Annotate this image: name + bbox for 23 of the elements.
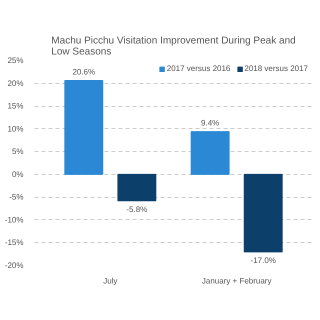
x-tick-label: July bbox=[103, 276, 118, 286]
data-label: -5.8% bbox=[126, 204, 148, 214]
y-tick-label: -10% bbox=[4, 215, 24, 224]
y-tick-label: 20% bbox=[7, 78, 24, 88]
x-tick-label: January + February bbox=[202, 276, 272, 286]
data-label: -17.0% bbox=[250, 256, 276, 265]
legend-label: 2018 versus 2017 bbox=[244, 64, 308, 73]
bar bbox=[244, 174, 283, 252]
bar bbox=[64, 80, 104, 175]
y-tick-label: -15% bbox=[4, 238, 24, 248]
legend-label: 2017 versus 2016 bbox=[166, 64, 230, 73]
y-tick-label: 0% bbox=[12, 170, 24, 179]
chart-title: Machu Picchu Visitation Improvement During Peak and Low Seasons bbox=[51, 36, 296, 58]
y-tick-label: 25% bbox=[7, 56, 24, 65]
bar bbox=[117, 174, 156, 202]
y-tick-label: 15% bbox=[7, 102, 24, 111]
y-tick-label: -20% bbox=[4, 261, 24, 270]
y-tick-label: -5% bbox=[9, 192, 24, 202]
y-tick-label: 10% bbox=[7, 124, 24, 134]
y-tick-label: 5% bbox=[12, 147, 24, 156]
data-label: 20.6% bbox=[72, 68, 96, 77]
data-label: 9.4% bbox=[201, 118, 220, 128]
bar bbox=[190, 131, 230, 175]
